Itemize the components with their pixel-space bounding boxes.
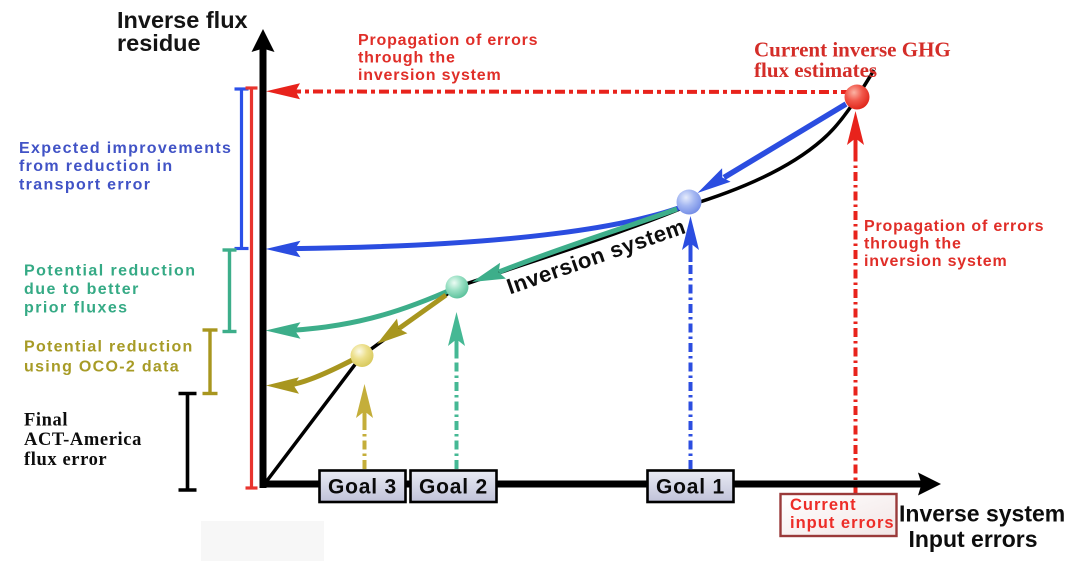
svg-text:ACT-America: ACT-America: [24, 430, 142, 450]
svg-text:Inverse system: Inverse system: [899, 501, 1065, 527]
svg-text:flux error: flux error: [24, 450, 107, 470]
svg-text:Propagation of errors: Propagation of errors: [864, 218, 1044, 235]
svg-text:Final: Final: [24, 410, 68, 430]
svg-text:inversion system: inversion system: [358, 67, 502, 84]
svg-text:due to better: due to better: [24, 281, 140, 298]
svg-text:from reduction in: from reduction in: [19, 158, 174, 175]
svg-text:Input errors: Input errors: [908, 526, 1037, 552]
svg-text:Expected improvements: Expected improvements: [19, 140, 232, 157]
svg-text:residue: residue: [117, 30, 201, 56]
svg-text:inversion system: inversion system: [864, 253, 1008, 270]
svg-text:Current: Current: [790, 496, 857, 514]
svg-text:Propagation of errors: Propagation of errors: [358, 32, 538, 49]
svg-text:transport error: transport error: [19, 176, 151, 193]
svg-text:through the: through the: [358, 49, 456, 66]
svg-text:through the: through the: [864, 235, 962, 252]
svg-text:Potential reduction: Potential reduction: [24, 339, 194, 356]
svg-text:Goal 1: Goal 1: [656, 476, 725, 499]
svg-text:Current inverse GHG: Current inverse GHG: [754, 38, 951, 62]
svg-text:flux estimates: flux estimates: [754, 58, 877, 82]
svg-text:input errors: input errors: [790, 514, 895, 532]
svg-text:Inverse flux: Inverse flux: [117, 7, 248, 33]
svg-text:Potential reduction: Potential reduction: [24, 263, 196, 280]
svg-text:using OCO-2 data: using OCO-2 data: [24, 359, 180, 376]
svg-text:prior fluxes: prior fluxes: [24, 299, 129, 316]
svg-text:Goal 3: Goal 3: [328, 476, 397, 499]
svg-text:Goal 2: Goal 2: [419, 476, 488, 499]
